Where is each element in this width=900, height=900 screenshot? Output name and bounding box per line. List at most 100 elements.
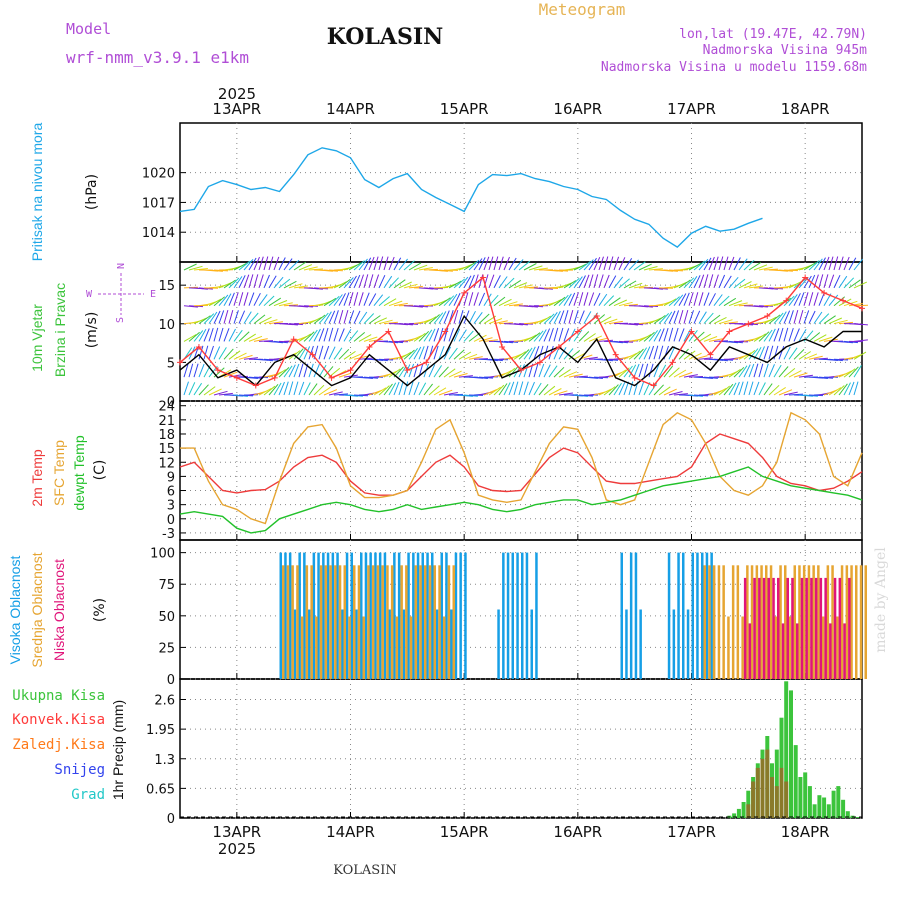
cloud-bar	[777, 577, 780, 679]
wind-arrow	[273, 256, 280, 271]
wind-arrow	[398, 381, 404, 396]
wind-arrow	[313, 384, 325, 396]
wind-arrow	[413, 264, 428, 271]
wind-arrow	[578, 331, 590, 342]
wind-arrow	[768, 314, 781, 324]
day-label-top: 17APR	[667, 100, 716, 118]
cloud-bar	[369, 552, 372, 679]
wind-arrow	[553, 366, 565, 378]
cloud-bar	[781, 623, 785, 679]
wind-arrow	[258, 294, 268, 306]
precip-bar	[784, 681, 789, 818]
wind-arrow	[213, 346, 221, 360]
wind-arrow	[813, 376, 828, 379]
cloud-bar	[353, 565, 356, 679]
cloud-bar	[741, 616, 744, 679]
wind-arrow	[818, 336, 833, 342]
wind-arrow	[413, 332, 426, 342]
cloud-label-2: Srednja Oblacnost	[29, 552, 45, 667]
wind-arrow	[653, 287, 668, 290]
cloud-bar	[748, 623, 752, 679]
cloud-bar	[843, 623, 846, 679]
cloud-bar	[796, 623, 799, 679]
wind-arrow	[518, 349, 530, 360]
wind-arrow	[708, 274, 714, 289]
cloud-bar	[305, 565, 309, 679]
wind-arrow	[343, 309, 349, 324]
cloud-bar	[355, 609, 358, 679]
cloud-bar	[677, 552, 680, 679]
wind-arrow	[373, 274, 380, 289]
wind-arrow	[698, 292, 704, 306]
cloud-bar	[343, 565, 346, 679]
cloud-bar	[779, 565, 782, 679]
wind-arrow	[333, 281, 347, 289]
wind-arrow	[378, 319, 393, 325]
wind-arrow	[333, 310, 339, 324]
wind-arrow	[253, 274, 259, 289]
wind-arrow	[268, 275, 277, 289]
wind-arrow	[408, 335, 422, 342]
wind-arrow	[208, 388, 222, 396]
wind-arrow	[543, 313, 555, 324]
wind-arrow	[853, 281, 868, 289]
precip-bar	[732, 813, 737, 818]
wind-arrow	[343, 350, 356, 360]
wind-arrow	[318, 364, 327, 378]
wind-arrow	[598, 274, 604, 289]
wind-arrow	[428, 314, 440, 324]
wind-arrow	[708, 338, 723, 342]
wind-arrow	[348, 262, 362, 271]
wind-arrow	[733, 381, 740, 396]
wind-arrow	[798, 329, 807, 342]
wind-arrow	[513, 323, 528, 326]
wind-arrow	[793, 349, 805, 360]
wind-arrow	[813, 292, 819, 306]
wind-arrow	[728, 276, 739, 289]
wind-arrow	[378, 274, 386, 289]
wind-arrow	[338, 328, 345, 342]
gust-marker	[423, 359, 430, 366]
wind-arrow	[293, 348, 304, 360]
wind-arrow	[613, 256, 620, 271]
day-label-top: 14APR	[326, 100, 375, 118]
wind-arrow	[558, 392, 573, 396]
cloud-bar	[345, 552, 349, 679]
wind-arrow	[643, 346, 651, 360]
day-label-bottom: 14APR	[326, 823, 375, 841]
wind-arrow	[843, 382, 851, 396]
wind-arrow	[688, 329, 698, 342]
wind-arrow	[258, 387, 272, 396]
gust-marker	[650, 382, 657, 389]
wind-arrow	[518, 284, 533, 289]
wind-arrow	[423, 383, 433, 396]
wind-arrow	[193, 330, 204, 342]
gust-marker	[271, 374, 278, 381]
wind-arrow	[558, 310, 565, 324]
wind-arrow	[838, 321, 854, 325]
temp-unit: (C)	[92, 460, 108, 481]
wind-arrow	[853, 365, 862, 378]
wind-arrow	[568, 309, 574, 324]
gust-marker	[328, 374, 335, 381]
wind-arrow	[618, 301, 633, 307]
wind-unit: (m/s)	[84, 312, 100, 349]
wind-arrow	[523, 286, 539, 289]
cloud-bar	[414, 565, 418, 679]
wind-arrow	[853, 381, 859, 396]
cloud-bar	[814, 577, 818, 679]
wind-arrow	[683, 350, 696, 360]
wind-arrow	[578, 310, 585, 324]
wind-arrow	[408, 305, 423, 308]
precip-bar	[770, 777, 774, 818]
wind-label-1: 10m Vjetar	[29, 304, 45, 372]
precip-graupel-label: Grad	[71, 787, 105, 803]
temp-label-2: SFC Temp	[51, 440, 67, 506]
wind-arrow	[603, 256, 609, 271]
cloud-bar	[859, 565, 863, 679]
wind-arrow	[763, 383, 773, 396]
wind-arrow	[738, 365, 748, 378]
ytick-cloud: 25	[158, 641, 175, 656]
ytick-cloud: 75	[158, 578, 175, 593]
wind-arrow	[218, 281, 233, 289]
